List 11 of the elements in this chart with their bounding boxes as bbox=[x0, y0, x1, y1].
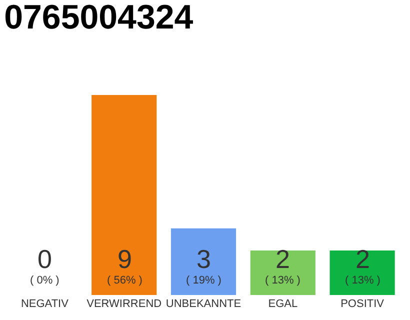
chart-title: 0765004324 bbox=[4, 0, 194, 37]
data-label: 2 ( 13% ) bbox=[265, 244, 300, 287]
x-tick-label: EGAL bbox=[268, 298, 298, 310]
x-tick-label: VERWIRREND bbox=[86, 298, 162, 310]
data-label: 3 ( 19% ) bbox=[186, 244, 222, 287]
x-tick-label: UNBEKANNTE bbox=[166, 298, 242, 310]
data-label: 0 ( 0% ) bbox=[30, 244, 60, 287]
x-tick-label: NEGATIV bbox=[20, 298, 70, 310]
data-label: 2 ( 13% ) bbox=[345, 244, 380, 287]
data-label: 9 ( 56% ) bbox=[107, 244, 142, 287]
x-tick-label: POSITIV bbox=[340, 298, 385, 310]
